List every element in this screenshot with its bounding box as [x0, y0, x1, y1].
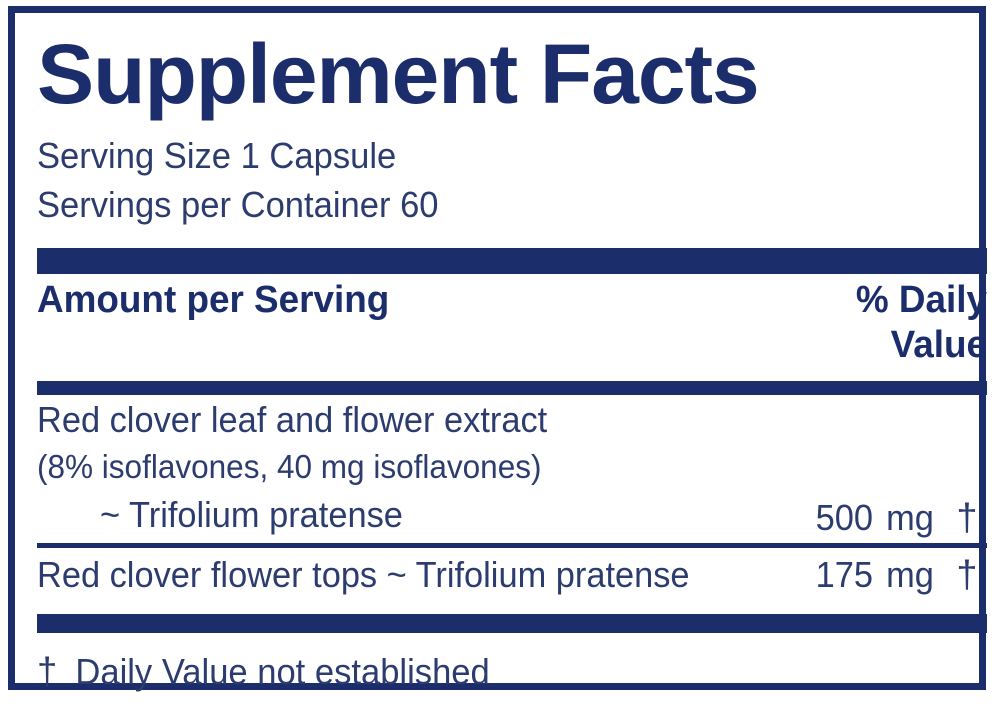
table-row: Red clover flower tops ~ Trifolium prate…: [37, 550, 987, 602]
ingredient-amount-cell: 500 mg †: [769, 493, 987, 543]
ingredient-amount-value: 500: [815, 497, 873, 538]
ingredient-amount-unit: mg: [886, 497, 934, 538]
label-frame: Supplement Facts Serving Size 1 Capsule …: [8, 6, 987, 693]
ingredient-amount-unit: mg: [886, 554, 934, 595]
label-content: Supplement Facts Serving Size 1 Capsule …: [37, 26, 987, 696]
ingredient-name-line1: Red clover leaf and flower extract: [37, 399, 548, 440]
serving-size-line: Serving Size 1 Capsule: [37, 135, 397, 176]
daily-value-header-line1: % Daily: [855, 279, 987, 321]
footnote: † Daily Value not established: [37, 647, 949, 697]
ingredient-name-line3: ~ Trifolium pratense: [100, 494, 403, 535]
ingredient-daily-value: †: [956, 497, 978, 539]
divider-medium: [37, 381, 987, 395]
divider-thick-top: [37, 248, 987, 274]
ingredient-daily-value: †: [956, 554, 978, 596]
serving-info: Serving Size 1 Capsule Servings per Cont…: [37, 131, 987, 229]
ingredient-amount-cell: 175 mg †: [769, 550, 987, 600]
footnote-symbol: †: [37, 651, 58, 693]
table-row: Red clover leaf and flower extract (8% i…: [37, 395, 987, 539]
daily-value-header: % Daily Value: [677, 278, 987, 368]
servings-per-container-line: Servings per Container 60: [37, 184, 439, 225]
ingredient-amount-value: 175: [815, 554, 873, 595]
divider-thin: [37, 543, 987, 548]
divider-footer: [37, 614, 987, 633]
page-title: Supplement Facts: [37, 27, 760, 121]
amount-per-serving-header: Amount per Serving: [37, 279, 390, 321]
table-header-row: Amount per Serving % Daily Value: [37, 276, 987, 372]
footnote-text: Daily Value not established: [75, 651, 490, 692]
ingredient-name-line1: Red clover flower tops ~ Trifolium prate…: [37, 554, 690, 595]
daily-value-header-line2: Value: [890, 324, 987, 366]
ingredient-name-line2: (8% isoflavones, 40 mg isoflavones): [37, 448, 542, 485]
